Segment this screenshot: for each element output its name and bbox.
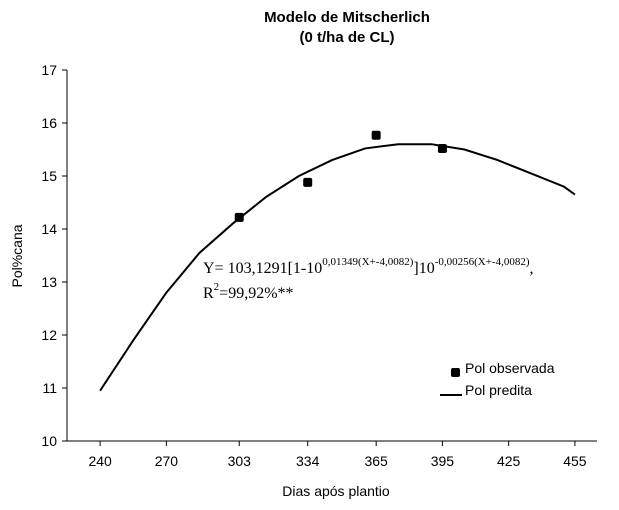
line	[99, 143, 576, 392]
legend-label: Pol predita	[465, 382, 532, 398]
eq-exp: -0,00256(X+-4,0082)	[435, 256, 530, 268]
point	[371, 130, 381, 140]
x-tick-label: 425	[497, 453, 521, 469]
legend-marker	[451, 368, 460, 377]
r2-exp: 2	[214, 281, 220, 293]
x-tick-label: 334	[296, 453, 320, 469]
y-tick-label: 17	[41, 62, 57, 78]
r2-part: =99,92%**	[219, 285, 293, 302]
eq-part: Y= 103,1291[1-10	[203, 260, 322, 277]
y-tick-label: 14	[41, 221, 57, 237]
x-axis-label: Dias após plantio	[282, 483, 390, 499]
y-tick-label: 10	[41, 433, 57, 449]
x-tick-label: 303	[228, 453, 252, 469]
y-tick-label: 11	[42, 380, 57, 396]
x-tick-label: 240	[88, 453, 112, 469]
y-tick-label: 15	[41, 168, 57, 184]
y-tick-label: 13	[41, 274, 57, 290]
y-tick-label: 16	[41, 115, 57, 131]
r-squared: R2=99,92%**	[203, 281, 294, 302]
eq-part: ,	[530, 260, 534, 277]
chart-subtitle: (0 t/ha de CL)	[299, 29, 394, 46]
r2-part: R	[203, 285, 214, 302]
x-tick-label: 270	[155, 453, 179, 469]
legend-label: Pol observada	[465, 360, 555, 376]
x-tick-label: 455	[563, 453, 587, 469]
equation: Y= 103,1291[1-100,01349(X+-4,0082)]10-0,…	[203, 256, 534, 277]
eq-part: ]10	[413, 260, 434, 277]
y-tick-label: 12	[41, 327, 57, 343]
x-tick-label: 395	[431, 453, 455, 469]
x-tick-label: 365	[364, 453, 388, 469]
point	[303, 177, 313, 187]
chart-title: Modelo de Mitscherlich	[264, 9, 430, 26]
y-axis-label: Pol%cana	[9, 224, 25, 287]
eq-exp: 0,01349(X+-4,0082)	[322, 256, 413, 268]
